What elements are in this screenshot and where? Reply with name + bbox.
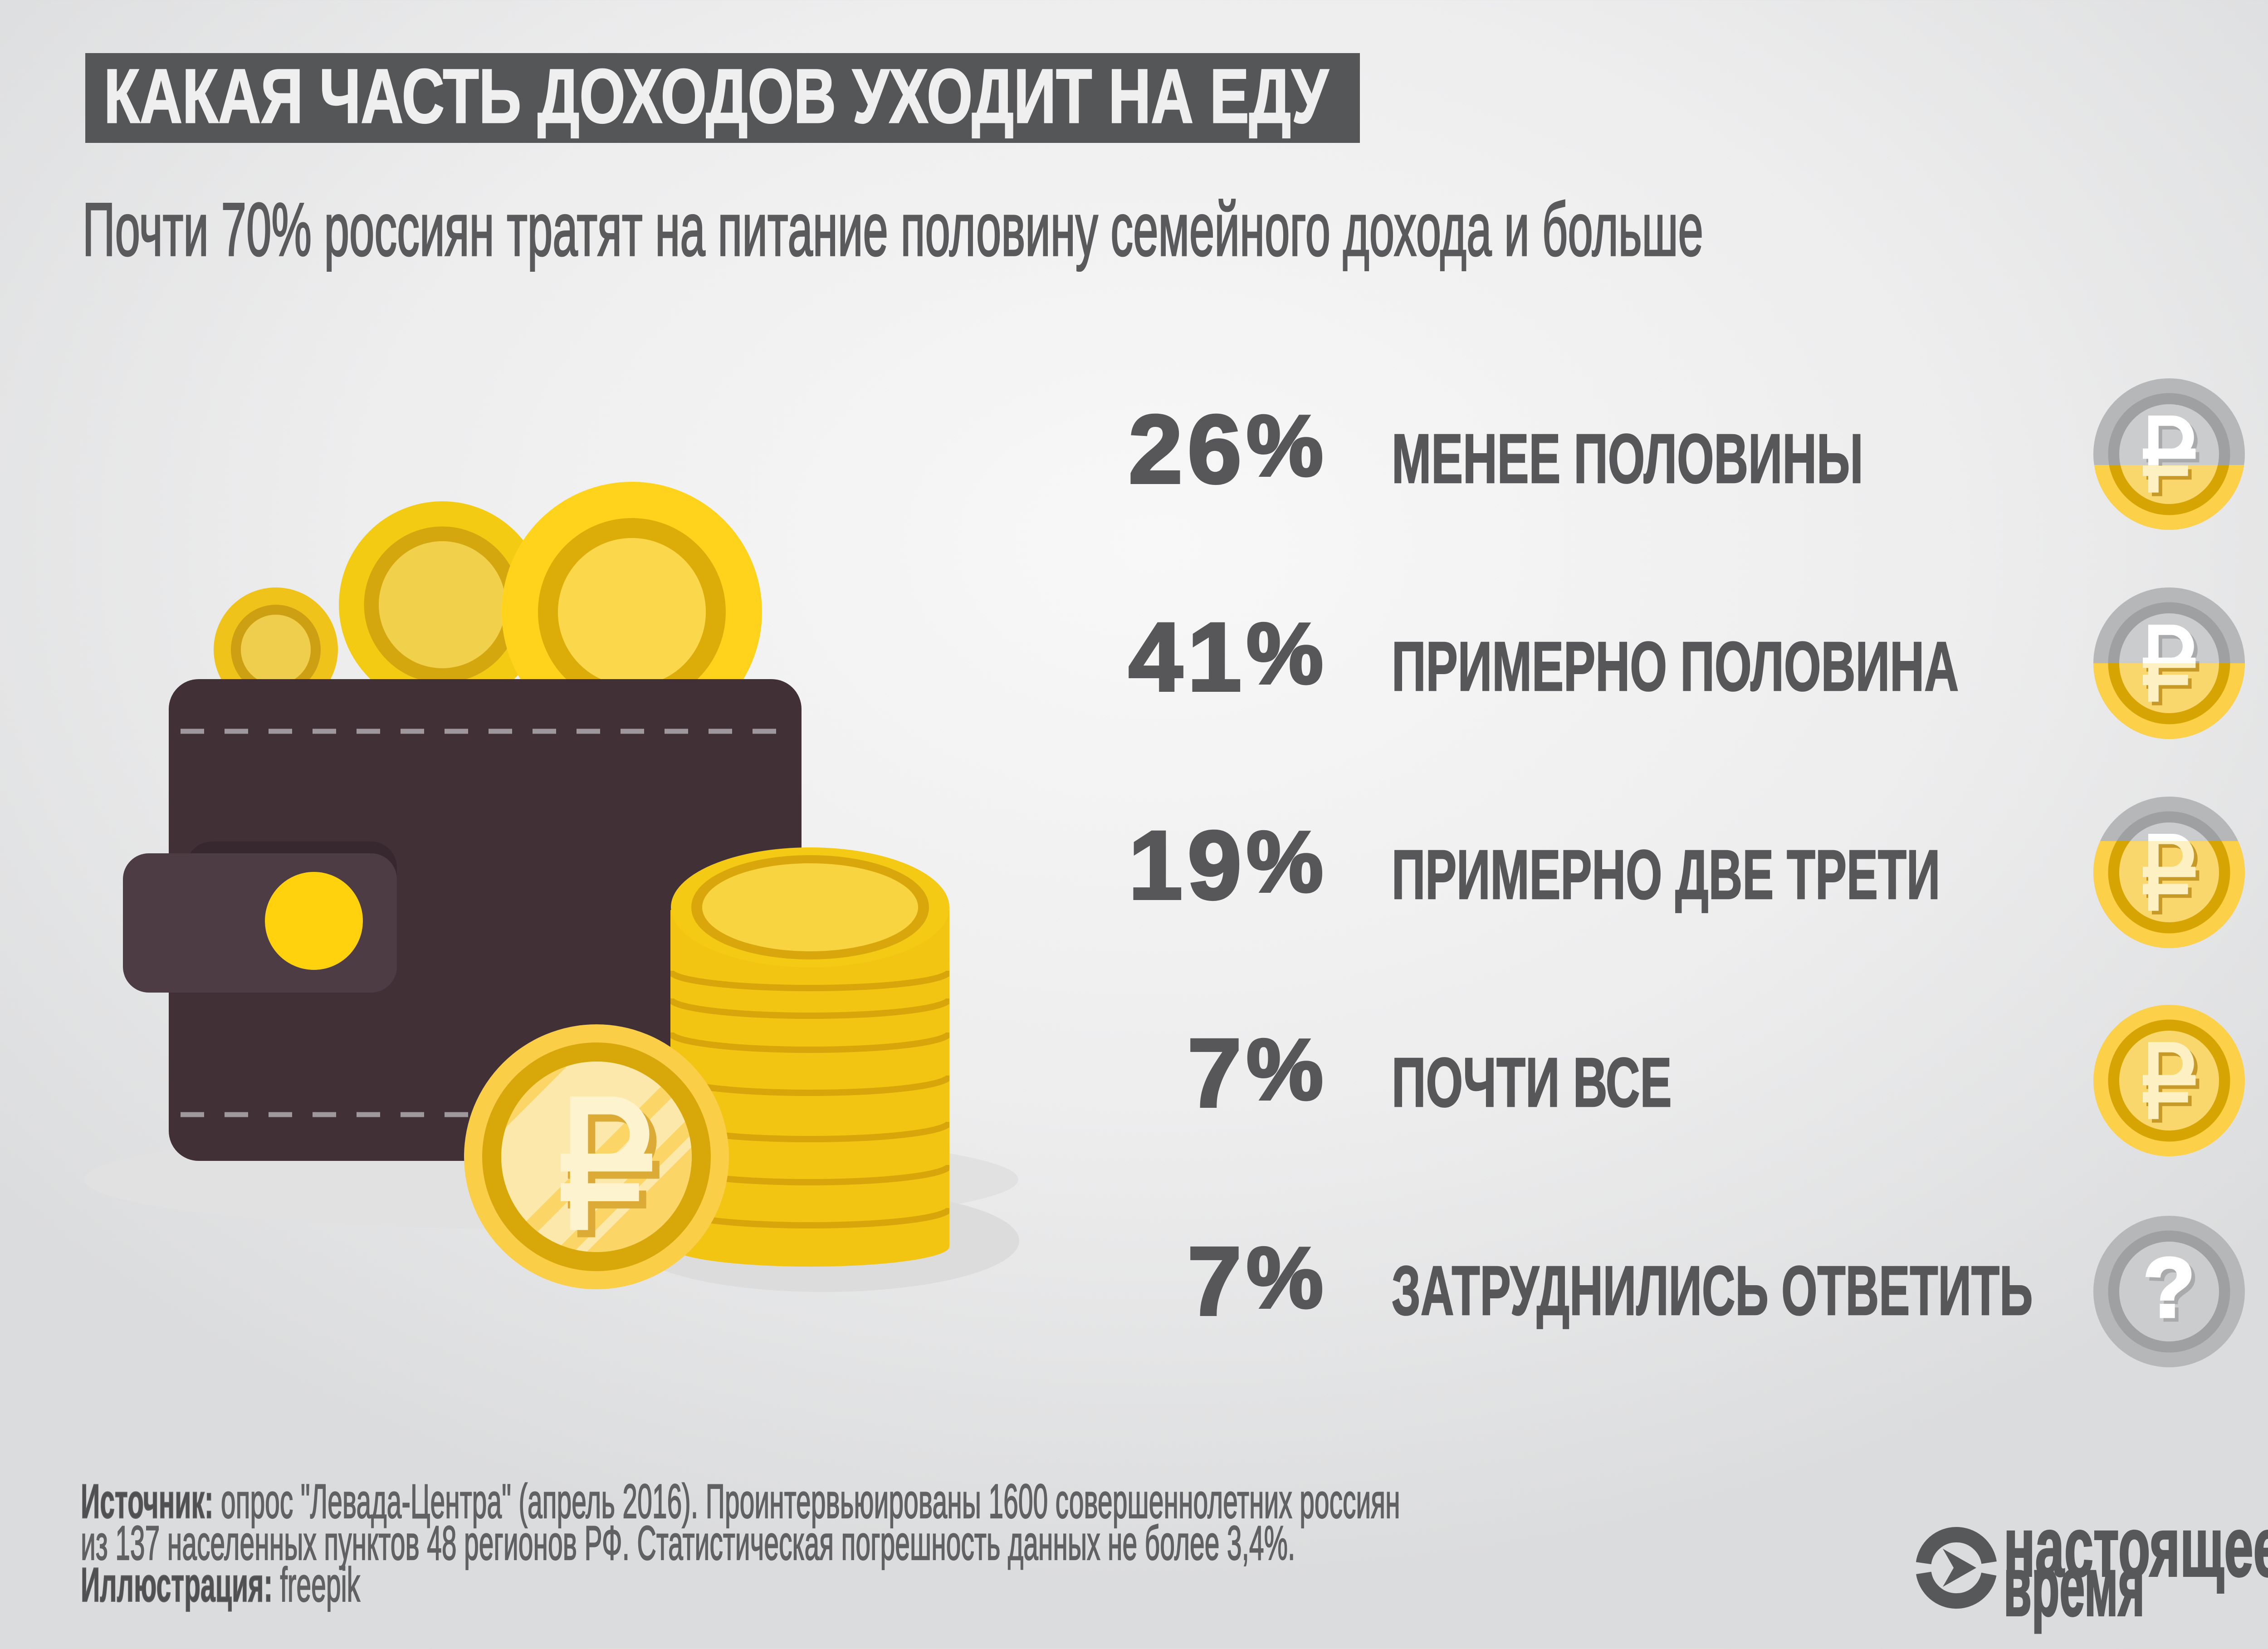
svg-text:?: ? (2143, 1241, 2195, 1335)
svg-text:?: ? (2147, 1245, 2198, 1338)
